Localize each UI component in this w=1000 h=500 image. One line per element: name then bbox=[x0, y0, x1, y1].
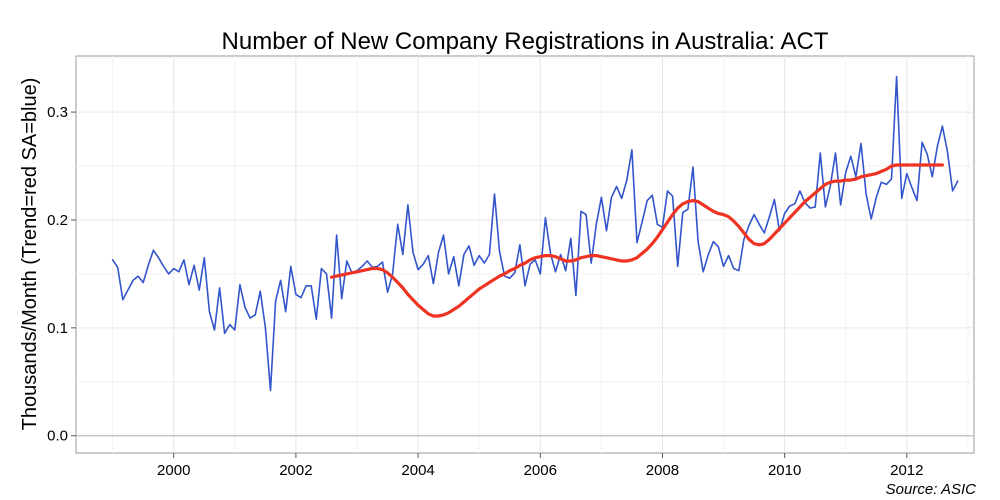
x-tick-label: 2002 bbox=[279, 462, 312, 479]
y-tick-label: 0.3 bbox=[47, 104, 68, 121]
y-tick-label: 0.0 bbox=[47, 428, 68, 445]
y-axis-label: Thousands/Month (Trend=red SA=blue) bbox=[19, 78, 41, 431]
x-tick-label: 2004 bbox=[401, 462, 434, 479]
y-tick-label: 0.2 bbox=[47, 212, 68, 229]
axis-ticks: 2000 2002 2004 2006 2008 2010 2012 0.0 0.1 0.2 0.3 bbox=[47, 104, 923, 479]
x-tick-label: 2010 bbox=[768, 462, 801, 479]
y-tick-label: 0.1 bbox=[47, 320, 68, 337]
plot-panel bbox=[75, 55, 975, 454]
source-note: Source: ASIC bbox=[886, 481, 976, 498]
x-tick-label: 2012 bbox=[890, 462, 923, 479]
grid bbox=[76, 56, 974, 453]
series-line-sa bbox=[111, 75, 959, 392]
series-line-trend bbox=[329, 163, 945, 318]
x-tick-label: 2006 bbox=[524, 462, 557, 479]
chart-title: Number of New Company Registrations in A… bbox=[222, 28, 829, 55]
series-group bbox=[111, 75, 959, 392]
x-tick-label: 2008 bbox=[646, 462, 679, 479]
x-tick-label: 2000 bbox=[157, 462, 190, 479]
